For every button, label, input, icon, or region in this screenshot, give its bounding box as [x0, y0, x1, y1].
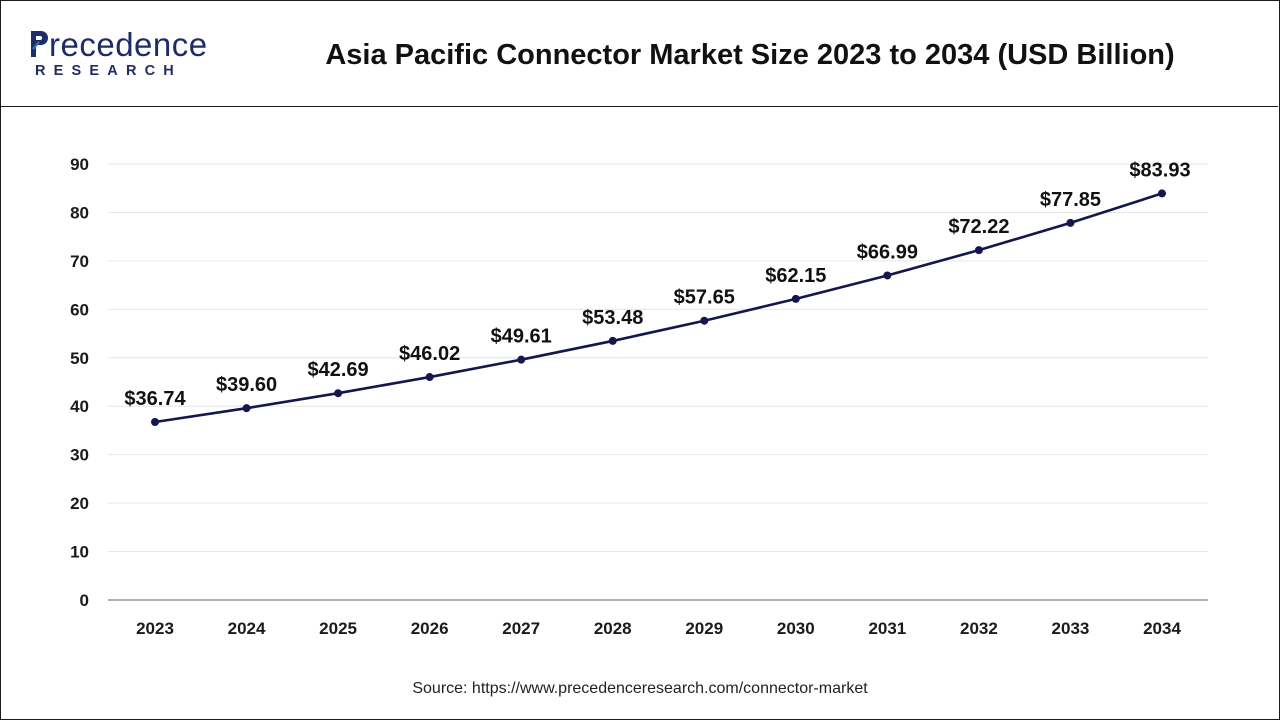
data-point — [334, 389, 343, 398]
x-tick-label: 2024 — [228, 619, 266, 638]
data-point — [1066, 218, 1075, 227]
y-tick-label: 60 — [70, 300, 89, 319]
y-tick-label: 10 — [70, 543, 89, 562]
y-tick-label: 90 — [70, 155, 89, 174]
y-tick-label: 70 — [70, 252, 89, 271]
data-point — [883, 271, 892, 280]
data-label: $53.48 — [582, 307, 643, 329]
x-tick-label: 2029 — [685, 619, 723, 638]
y-tick-label: 20 — [70, 494, 89, 513]
data-point — [608, 336, 617, 345]
data-label: $77.85 — [1040, 189, 1101, 211]
data-label: $36.74 — [124, 388, 186, 410]
x-tick-label: 2026 — [411, 619, 449, 638]
data-label: $57.65 — [674, 287, 735, 309]
data-label: $72.22 — [948, 216, 1009, 238]
x-tick-label: 2025 — [319, 619, 357, 638]
x-tick-label: 2034 — [1143, 619, 1181, 638]
chart-title: Asia Pacific Connector Market Size 2023 … — [325, 39, 1175, 71]
x-tick-label: 2023 — [136, 619, 174, 638]
header: recedence RESEARCH Asia Pacific Connecto… — [0, 0, 1278, 107]
x-tick-label: 2028 — [594, 619, 632, 638]
data-point — [151, 418, 159, 427]
data-point — [1158, 189, 1166, 198]
data-label: $62.15 — [765, 265, 826, 287]
data-label: $42.69 — [308, 359, 369, 381]
data-point — [425, 373, 434, 382]
series-layer — [151, 189, 1166, 427]
x-tick-label: 2033 — [1052, 619, 1090, 638]
y-tick-label: 40 — [70, 397, 89, 416]
logo-main-text: recedence — [49, 26, 208, 63]
data-point — [517, 355, 526, 364]
data-label: $66.99 — [857, 241, 918, 263]
y-tick-label: 80 — [70, 203, 89, 222]
data-label: $49.61 — [491, 326, 552, 348]
source-note: Source: https://www.precedenceresearch.c… — [412, 680, 868, 697]
data-labels: $36.74 $39.60 $42.69 $46.02 $49.61 $53.48 $57.… — [124, 159, 1190, 410]
y-tick-label: 50 — [70, 349, 89, 368]
logo-wordmark: recedence — [30, 26, 208, 64]
data-point — [700, 316, 709, 325]
y-tick-label: 30 — [70, 446, 89, 465]
y-tick-label: 0 — [80, 591, 89, 610]
x-tick-label: 2027 — [502, 619, 540, 638]
gridlines — [108, 163, 1208, 553]
data-label: $83.93 — [1129, 159, 1190, 181]
data-label: $46.02 — [399, 343, 460, 365]
series-line — [154, 192, 1163, 424]
logo-p-icon — [30, 29, 48, 59]
data-point — [242, 404, 251, 413]
x-tick-label: 2032 — [960, 619, 998, 638]
x-tick-label: 2031 — [868, 619, 906, 638]
x-tick-label: 2030 — [777, 619, 815, 638]
data-point — [791, 294, 800, 303]
data-label: $39.60 — [216, 374, 277, 396]
brand-logo: recedence RESEARCH — [30, 26, 230, 86]
logo-subtext: RESEARCH — [35, 63, 182, 79]
data-point — [974, 246, 983, 255]
